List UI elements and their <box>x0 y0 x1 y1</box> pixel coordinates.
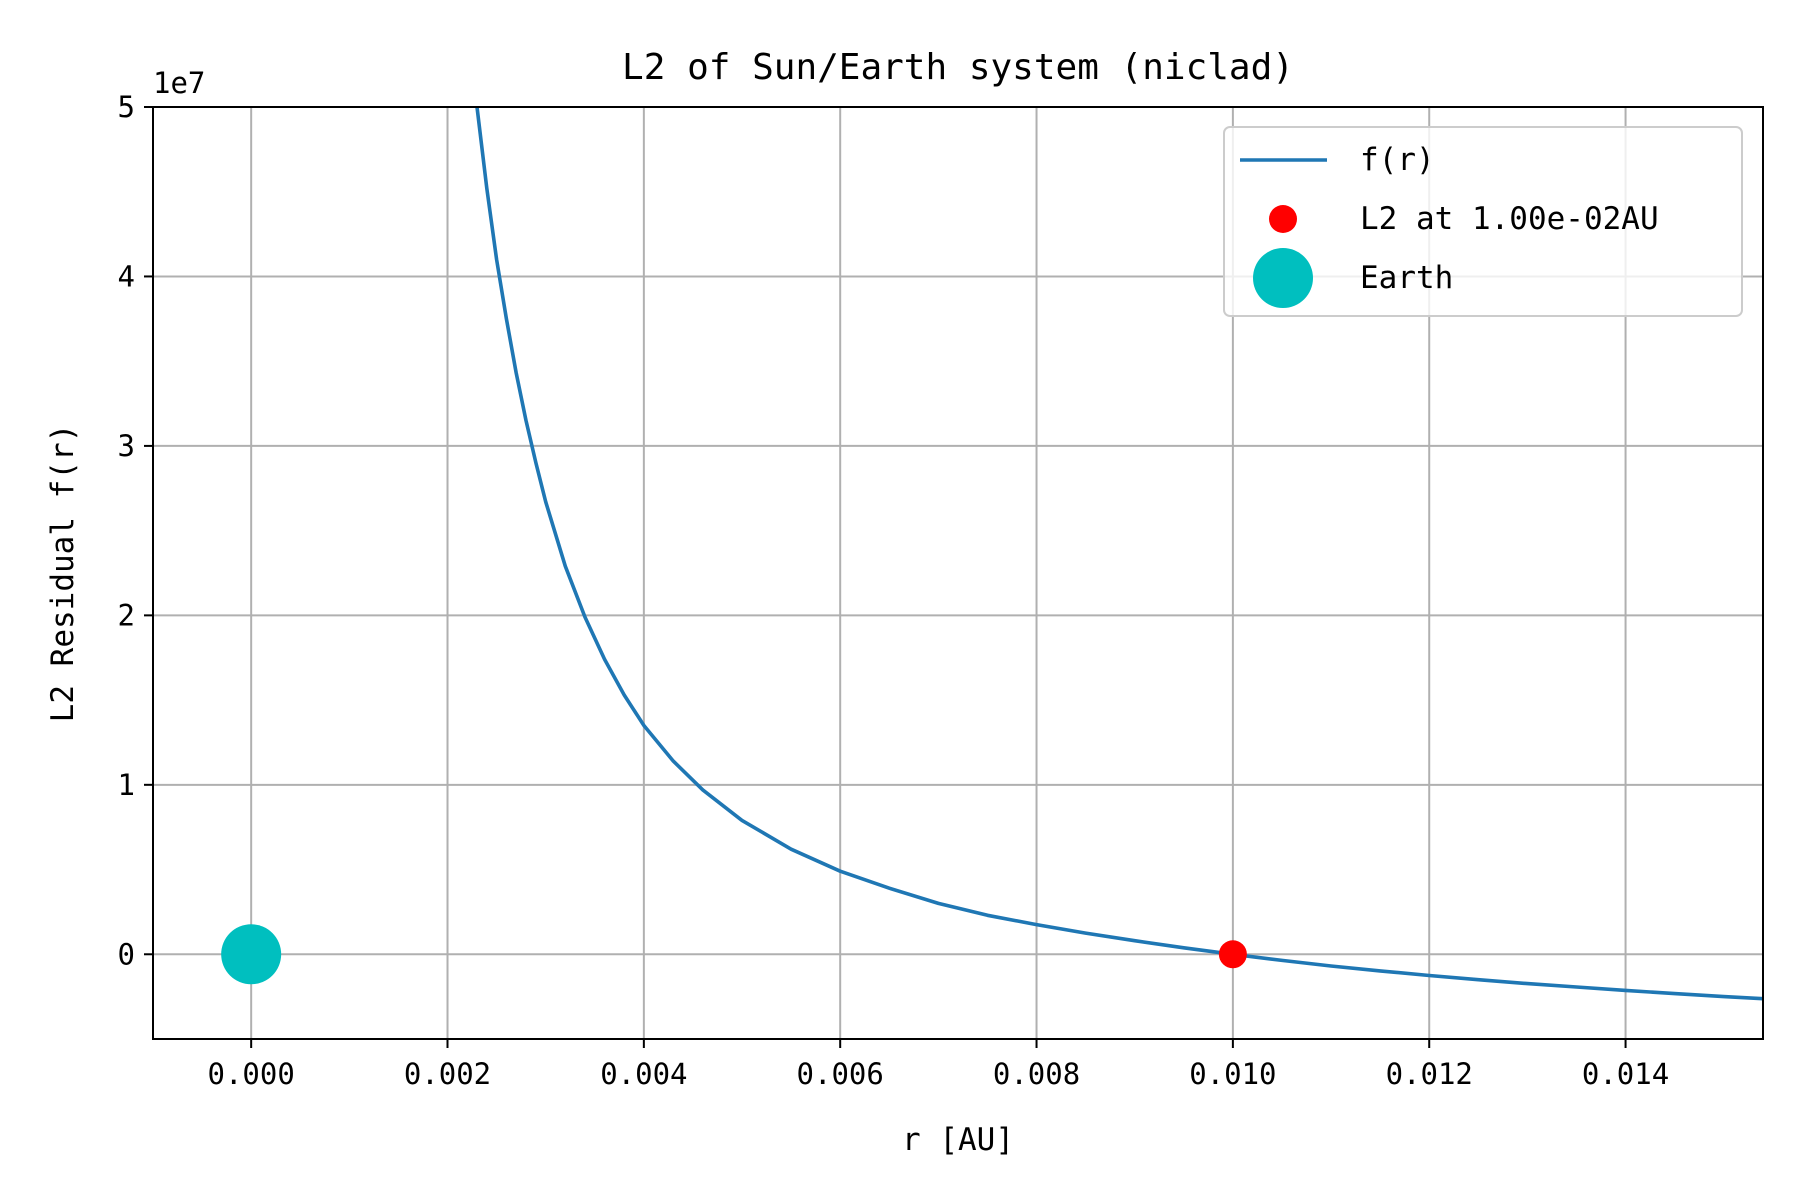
y-tick-label: 3 <box>118 429 135 463</box>
l2-point-marker <box>1218 940 1247 969</box>
y-axis-offset-label: 1e7 <box>153 66 205 100</box>
legend-label-l2-point-marker: L2 at 1.00e-02AU <box>1360 201 1659 237</box>
x-tick-label: 0.012 <box>1386 1057 1473 1091</box>
y-tick-label: 2 <box>118 598 135 632</box>
y-tick-label: 5 <box>118 90 135 124</box>
y-axis-label: L2 Residual f(r) <box>45 424 81 723</box>
plot-series-group <box>475 107 1763 1001</box>
y-tick-label: 1 <box>118 768 135 802</box>
legend-swatch-l2-point-marker <box>1269 205 1297 233</box>
axis-ticks: 0.000 0.002 0.004 0.006 0.008 0.010 0.012 0.014… <box>118 90 1670 1091</box>
y-tick-label: 4 <box>118 259 135 293</box>
legend-box <box>1223 126 1743 317</box>
legend-label-earth-marker: Earth <box>1360 260 1453 296</box>
y-tick-label: 0 <box>118 937 135 971</box>
x-tick-label: 0.014 <box>1582 1057 1669 1091</box>
legend: f(r) L2 at 1.00e-02AU Earth <box>1223 126 1743 317</box>
x-tick-label: 0.004 <box>600 1057 687 1091</box>
x-tick-label: 0.002 <box>404 1057 491 1091</box>
legend-swatch-earth-marker <box>1253 248 1313 308</box>
plot-area-frame <box>152 106 1764 1040</box>
series-line-f-r-curve <box>475 107 1763 1001</box>
x-tick-label: 0.008 <box>993 1057 1080 1091</box>
legend-label-f-r-curve: f(r) <box>1360 142 1435 178</box>
earth-marker <box>221 924 282 985</box>
chart-title: L2 of Sun/Earth system (niclad) <box>622 47 1294 88</box>
series-layer <box>221 107 1763 1001</box>
x-axis-label: r [AU] <box>902 1122 1014 1158</box>
x-tick-label: 0.000 <box>208 1057 295 1091</box>
x-tick-label: 0.010 <box>1189 1057 1276 1091</box>
x-tick-label: 0.006 <box>797 1057 884 1091</box>
